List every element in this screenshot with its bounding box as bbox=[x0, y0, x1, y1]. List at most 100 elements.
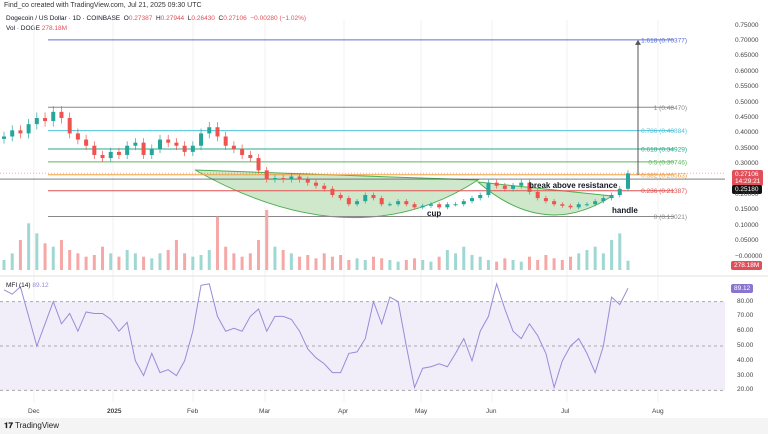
candle-body bbox=[231, 145, 236, 149]
price-axis-label: 0.40000 bbox=[735, 129, 759, 137]
candle-body bbox=[207, 127, 212, 134]
volume-bar bbox=[413, 258, 417, 270]
volume-bar bbox=[626, 260, 630, 270]
volume-bar bbox=[462, 246, 466, 270]
candle-body bbox=[199, 133, 204, 146]
handle-annotation: handle bbox=[612, 206, 638, 215]
candle-body bbox=[412, 204, 417, 208]
volume-bar bbox=[215, 216, 219, 270]
volume-bar bbox=[478, 256, 482, 270]
volume-bar bbox=[92, 255, 96, 270]
candle-body bbox=[453, 204, 458, 206]
arrow-head-icon bbox=[635, 39, 641, 45]
volume-bar bbox=[454, 253, 458, 270]
cup-shape bbox=[194, 169, 480, 219]
volume-bar bbox=[404, 260, 408, 270]
volume-bar bbox=[560, 260, 564, 270]
volume-bar bbox=[429, 261, 433, 270]
time-axis-label: Jul bbox=[561, 408, 570, 415]
mfi-axis-label: 20.00 bbox=[737, 386, 754, 394]
candle-body bbox=[289, 176, 294, 180]
author-line: Find_co created with TradingView.com, Ju… bbox=[4, 2, 202, 9]
volume-bar bbox=[552, 258, 556, 270]
volume-bar bbox=[265, 210, 269, 270]
candle-body bbox=[75, 133, 80, 140]
volume-bar bbox=[224, 246, 228, 270]
volume-bar bbox=[601, 253, 605, 270]
candle-body bbox=[182, 145, 187, 152]
prev-price-tag: 0.25180 bbox=[732, 185, 762, 194]
close-value: 0.27106 bbox=[223, 15, 247, 22]
candle-body bbox=[158, 139, 162, 149]
mfi-axis-label: 60.00 bbox=[737, 327, 754, 335]
high-value: 0.27944 bbox=[160, 15, 185, 22]
volume-bar bbox=[511, 260, 515, 270]
candle-body bbox=[371, 195, 376, 199]
fib-label: 0 (0.13021) bbox=[654, 214, 687, 221]
mfi-axis-label: 70.00 bbox=[737, 312, 754, 320]
volume-bar bbox=[84, 256, 88, 270]
h-label: H bbox=[155, 15, 161, 22]
candle-body bbox=[174, 142, 179, 146]
volume-legend: Vol · DOGE 278.18M bbox=[6, 25, 67, 32]
candle-body bbox=[51, 111, 56, 122]
volume-bar bbox=[445, 250, 449, 270]
tradingview-brand: TradingView bbox=[14, 421, 60, 430]
volume-bar bbox=[437, 256, 441, 270]
volume-bar bbox=[363, 260, 367, 270]
candle-body bbox=[338, 195, 343, 199]
candle-body bbox=[560, 204, 565, 206]
candle-body bbox=[297, 176, 302, 180]
volume-bar bbox=[421, 260, 425, 270]
mfi-axis-label: 80.00 bbox=[737, 297, 754, 305]
breakout-annotation: break above resistance bbox=[529, 181, 618, 190]
candle-body bbox=[223, 136, 228, 146]
symbol-ohlc: Dogecoin / US Dollar · 1D · COINBASE O0.… bbox=[6, 15, 306, 22]
volume-bar bbox=[43, 243, 47, 270]
price-axis-label: −0.00000 bbox=[735, 252, 763, 260]
symbol-title[interactable]: Dogecoin / US Dollar · 1D · COINBASE bbox=[6, 15, 121, 22]
candle-body bbox=[330, 188, 335, 195]
volume-bar bbox=[289, 253, 293, 270]
candle-body bbox=[125, 145, 130, 155]
candle-body bbox=[363, 195, 368, 202]
volume-bar bbox=[133, 253, 137, 270]
volume-bar bbox=[174, 240, 178, 270]
candle-body bbox=[470, 198, 474, 202]
candle-body bbox=[34, 118, 39, 125]
candle-body bbox=[552, 201, 557, 205]
price-axis-label: 0.05000 bbox=[735, 237, 759, 245]
candle-body bbox=[404, 201, 409, 205]
fib-label: 1.618 (0.70377) bbox=[641, 37, 687, 44]
candle-body bbox=[166, 139, 171, 143]
time-axis-label: May bbox=[415, 408, 428, 415]
candle-body bbox=[248, 154, 253, 159]
low-value: 0.26430 bbox=[191, 15, 215, 22]
candle-body bbox=[256, 158, 261, 171]
mfi-line bbox=[3, 282, 629, 390]
price-axis-label: 0.55000 bbox=[735, 83, 759, 91]
time-axis-label: Jun bbox=[486, 408, 497, 415]
candle-body bbox=[141, 142, 146, 155]
volume-bar bbox=[158, 253, 162, 270]
mfi-legend: MFI (14) 89.12 bbox=[6, 282, 49, 289]
volume-bar bbox=[503, 258, 507, 270]
candle-body bbox=[486, 182, 491, 195]
price-axis-label: 0.70000 bbox=[735, 37, 759, 44]
candle-body bbox=[149, 148, 154, 155]
volume-bar bbox=[109, 253, 113, 270]
candle-body bbox=[519, 182, 524, 186]
candle-body bbox=[576, 204, 581, 208]
volume-bar bbox=[207, 250, 211, 270]
candle-body bbox=[108, 151, 113, 159]
volume-bar bbox=[470, 255, 474, 270]
volume-bar bbox=[495, 261, 499, 270]
volume-bar bbox=[257, 240, 261, 270]
volume-bar bbox=[519, 261, 523, 270]
volume-bar bbox=[2, 260, 6, 270]
volume-bar bbox=[166, 250, 170, 270]
volume-bar bbox=[240, 256, 244, 270]
volume-bar bbox=[577, 253, 581, 270]
vol-label: Vol · DOGE bbox=[6, 25, 40, 32]
